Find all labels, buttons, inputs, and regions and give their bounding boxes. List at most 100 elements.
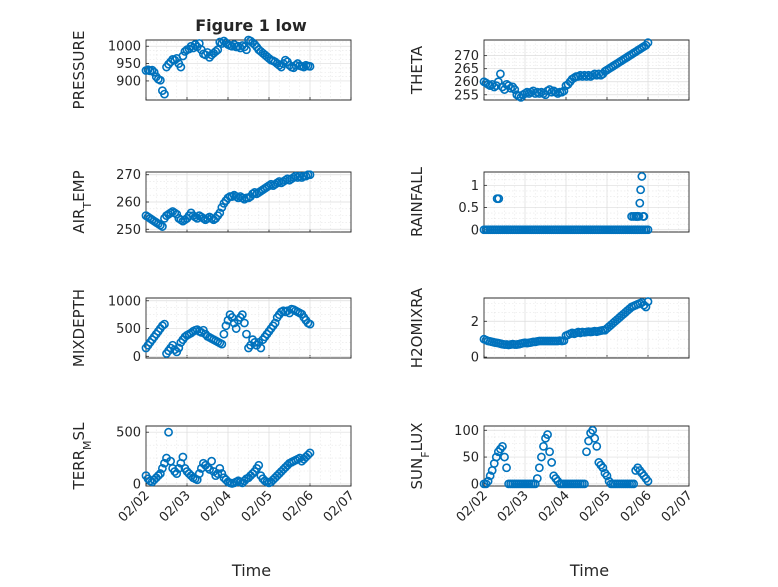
axis-label-y-subscript: T [81, 202, 94, 210]
data-point [590, 433, 600, 443]
subplot-air_temp: 250 260 270 AIRTEMP [70, 168, 352, 238]
data-point [270, 318, 280, 328]
data-point [532, 474, 542, 483]
data-point [291, 60, 301, 70]
data-point [592, 441, 602, 451]
data-point [172, 469, 182, 478]
data-point [242, 329, 251, 339]
data-point [305, 319, 315, 329]
data-point [211, 47, 221, 56]
data-point [635, 198, 645, 208]
data-point [186, 41, 196, 51]
figure-title: Figure 1 low [195, 16, 307, 35]
axes-border [483, 297, 690, 359]
axis-label-y-tail: EMP [70, 170, 88, 201]
data-point [215, 464, 225, 473]
data-point [149, 67, 159, 77]
axis-label-y-main: AIR [70, 209, 88, 234]
data-point [219, 329, 229, 339]
subplot-mixdepth: 0 500 1000 MIXDEPTH [70, 289, 352, 367]
axis-label-y: RAINFALL [408, 166, 426, 237]
data-point [588, 425, 598, 435]
axis-label-x: Time [231, 561, 271, 580]
axis-label-y-subscript: F [419, 451, 432, 457]
data-point [491, 452, 501, 462]
data-point [227, 41, 237, 51]
axis-label-y: TERRMSL [70, 422, 94, 491]
subplot-pressure: 900 950 1000 PRESSURE [70, 31, 352, 110]
tick-label-y: 270 [454, 49, 479, 64]
axes-border [483, 425, 690, 487]
subplot-rainfall: 0 0.5 1 RAINFALL [408, 166, 690, 238]
axis-label-y-main: MIXDEPTH [70, 289, 88, 367]
data-point [221, 321, 231, 331]
data-point [485, 471, 495, 481]
data-point [559, 336, 569, 346]
data-point [305, 61, 315, 71]
data-point [254, 460, 264, 470]
data-point [256, 343, 266, 353]
tick-label-y: 255 [454, 88, 479, 103]
data-point [483, 476, 493, 486]
data-point [543, 430, 552, 439]
tick-label-y: 50 [462, 451, 479, 466]
data-point [155, 75, 165, 85]
data-point [637, 172, 647, 181]
data-point [495, 69, 505, 79]
data-point [215, 208, 225, 218]
tick-label-y: 0 [133, 477, 141, 492]
data-point [602, 471, 612, 481]
data-point [250, 40, 260, 49]
axis-label-y-main: H2OMIXRA [408, 287, 426, 368]
tick-label-y: 270 [116, 168, 141, 183]
data-point [196, 328, 206, 337]
data-point [530, 479, 540, 489]
axis-label-y: H2OMIXRA [408, 287, 426, 368]
data-point [502, 463, 511, 473]
tick-label-y: 500 [116, 426, 141, 441]
data-point [217, 469, 227, 478]
tick-label-y: 0.5 [458, 201, 479, 216]
data-point [280, 55, 290, 65]
tick-label-y: 500 [116, 322, 141, 337]
data-point [305, 448, 315, 458]
data-point [242, 45, 251, 55]
data-point [643, 38, 653, 48]
data-point [494, 194, 504, 204]
data-point [493, 77, 503, 87]
tick-label-y: 100 [454, 424, 479, 439]
data-point [213, 45, 223, 55]
data-point [643, 476, 653, 486]
data-point [160, 319, 169, 329]
axis-label-y-main: SUN [408, 458, 426, 490]
axis-label-y-main: THETA [408, 45, 426, 95]
data-point [153, 471, 163, 481]
data-point [190, 40, 200, 49]
data-point [539, 441, 548, 451]
data-point [170, 345, 180, 355]
data-point [164, 427, 173, 437]
axis-label-y: THETA [408, 45, 426, 95]
data-point [203, 462, 212, 472]
axes-border [145, 425, 352, 487]
data-point [510, 85, 520, 94]
tick-label-y: 0 [133, 350, 141, 365]
axis-label-y-tail: SL [70, 422, 88, 441]
tick-label-y: 950 [116, 57, 141, 72]
axis-label-y: AIRTEMP [70, 170, 94, 233]
axis-label-y: PRESSURE [70, 31, 88, 110]
data-point [233, 41, 243, 51]
data-point [580, 479, 589, 489]
data-point [194, 469, 204, 478]
data-point [157, 321, 167, 331]
tick-label-y: 250 [116, 223, 141, 238]
data-point [634, 212, 644, 221]
data-point [303, 450, 313, 460]
axis-label-x: Time [569, 561, 609, 580]
data-point [545, 447, 554, 457]
data-point [207, 456, 216, 466]
tick-label-y: 1000 [108, 40, 141, 55]
axis-label-y: SUNFLUX [408, 423, 432, 490]
data-point [498, 441, 507, 451]
